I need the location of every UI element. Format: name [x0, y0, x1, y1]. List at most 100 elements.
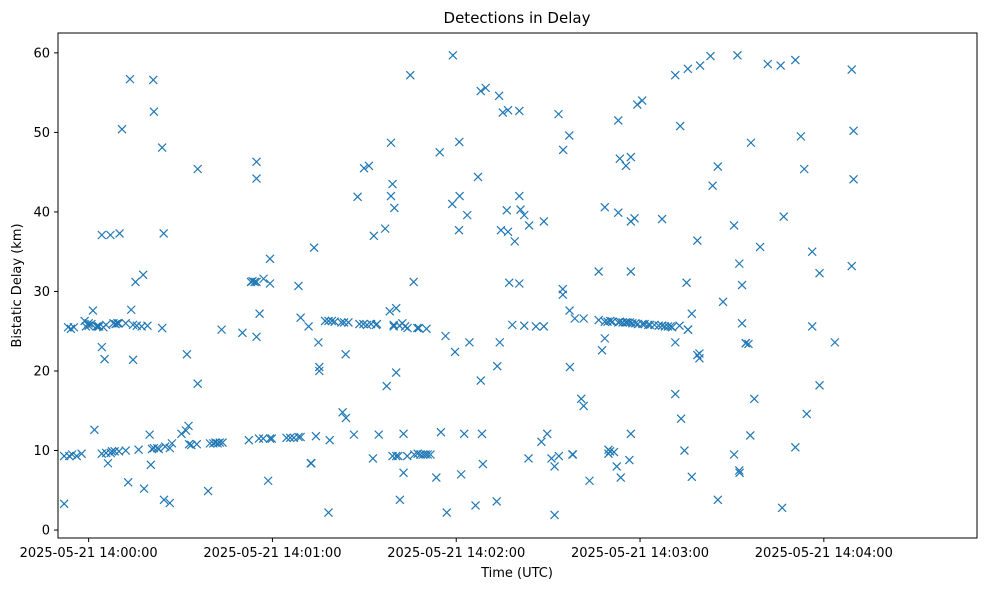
data-point: [435, 147, 445, 157]
data-point: [359, 163, 369, 173]
data-point: [477, 429, 487, 439]
data-point: [145, 430, 155, 440]
data-point: [576, 394, 586, 404]
data-point: [558, 284, 568, 294]
data-point: [687, 309, 697, 319]
data-point: [565, 306, 575, 315]
data-point: [615, 154, 625, 164]
data-point: [165, 443, 175, 453]
data-point: [217, 325, 227, 335]
data-point: [391, 451, 401, 461]
data-point: [504, 278, 514, 288]
data-point: [117, 124, 127, 134]
x-axis: 2025-05-21 14:00:00 2025-05-21 14:01:00 20…: [20, 538, 893, 561]
data-point: [579, 314, 589, 323]
data-point: [368, 454, 378, 463]
data-point: [550, 462, 559, 471]
data-point: [341, 413, 351, 423]
data-point: [265, 434, 275, 444]
data-point: [675, 321, 684, 331]
data-point: [405, 70, 415, 80]
data-point: [737, 318, 747, 328]
x-tick-label: 2025-05-21 14:02:00: [387, 546, 525, 561]
data-point: [294, 281, 303, 291]
data-point: [77, 449, 87, 459]
data-point: [695, 353, 704, 363]
data-point: [735, 468, 745, 478]
y-tick-label: 0: [42, 524, 50, 539]
data-point: [267, 434, 277, 444]
data-point: [237, 328, 247, 338]
data-point: [341, 349, 351, 359]
data-point: [570, 314, 580, 323]
data-point: [314, 366, 324, 376]
data-point: [776, 61, 786, 71]
x-axis-label: Time (UTC): [480, 566, 553, 581]
data-point: [343, 318, 353, 327]
data-point: [254, 434, 264, 444]
data-point: [604, 449, 613, 459]
data-point: [502, 205, 512, 215]
data-point: [391, 368, 401, 378]
y-tick-label: 10: [33, 444, 50, 459]
data-point: [403, 323, 412, 333]
data-point: [579, 401, 589, 411]
data-point: [692, 236, 702, 245]
data-point: [476, 86, 486, 96]
data-point: [763, 59, 773, 69]
data-point: [436, 427, 446, 437]
data-point: [265, 254, 275, 264]
data-point: [799, 164, 809, 174]
data-point: [496, 225, 506, 235]
data-point: [389, 203, 399, 213]
data-point: [244, 435, 254, 445]
data-point: [149, 107, 159, 117]
data-point: [746, 138, 756, 148]
data-point: [631, 318, 640, 328]
data-point: [252, 174, 261, 183]
data-point: [86, 319, 96, 329]
data-point: [304, 322, 314, 331]
data-point: [503, 105, 513, 115]
data-point: [252, 332, 261, 342]
data-point: [680, 446, 689, 455]
data-point: [807, 247, 817, 257]
data-point: [495, 337, 505, 347]
data-point: [157, 323, 167, 333]
data-point: [97, 342, 107, 352]
data-point: [670, 70, 680, 80]
data-point: [306, 458, 316, 468]
data-point: [193, 164, 203, 174]
data-point: [536, 437, 546, 447]
data-point: [324, 508, 333, 517]
data-point: [645, 320, 655, 330]
plot-area: [57, 32, 978, 539]
data-point: [358, 319, 368, 329]
data-point: [385, 306, 395, 316]
data-point: [744, 339, 753, 349]
y-axis-label: Bistatic Delay (km): [10, 223, 25, 347]
data-point: [729, 221, 739, 230]
data-point: [143, 321, 152, 331]
data-point: [503, 227, 513, 237]
data-point: [749, 394, 759, 404]
data-point: [713, 495, 723, 505]
data-point: [473, 172, 483, 182]
data-point: [105, 230, 115, 240]
x-tick-label: 2025-05-21 14:01:00: [203, 546, 341, 561]
data-point: [355, 319, 364, 329]
data-point: [203, 486, 213, 496]
data-point: [682, 278, 692, 288]
data-point: [263, 476, 273, 486]
data-point: [211, 438, 220, 447]
data-point: [399, 429, 408, 439]
data-point: [159, 228, 169, 238]
data-point: [128, 320, 138, 330]
data-point: [507, 320, 517, 330]
data-point: [847, 261, 857, 271]
data-point: [454, 225, 464, 235]
data-point: [125, 74, 135, 84]
data-point: [531, 322, 541, 331]
data-point: [706, 51, 715, 61]
